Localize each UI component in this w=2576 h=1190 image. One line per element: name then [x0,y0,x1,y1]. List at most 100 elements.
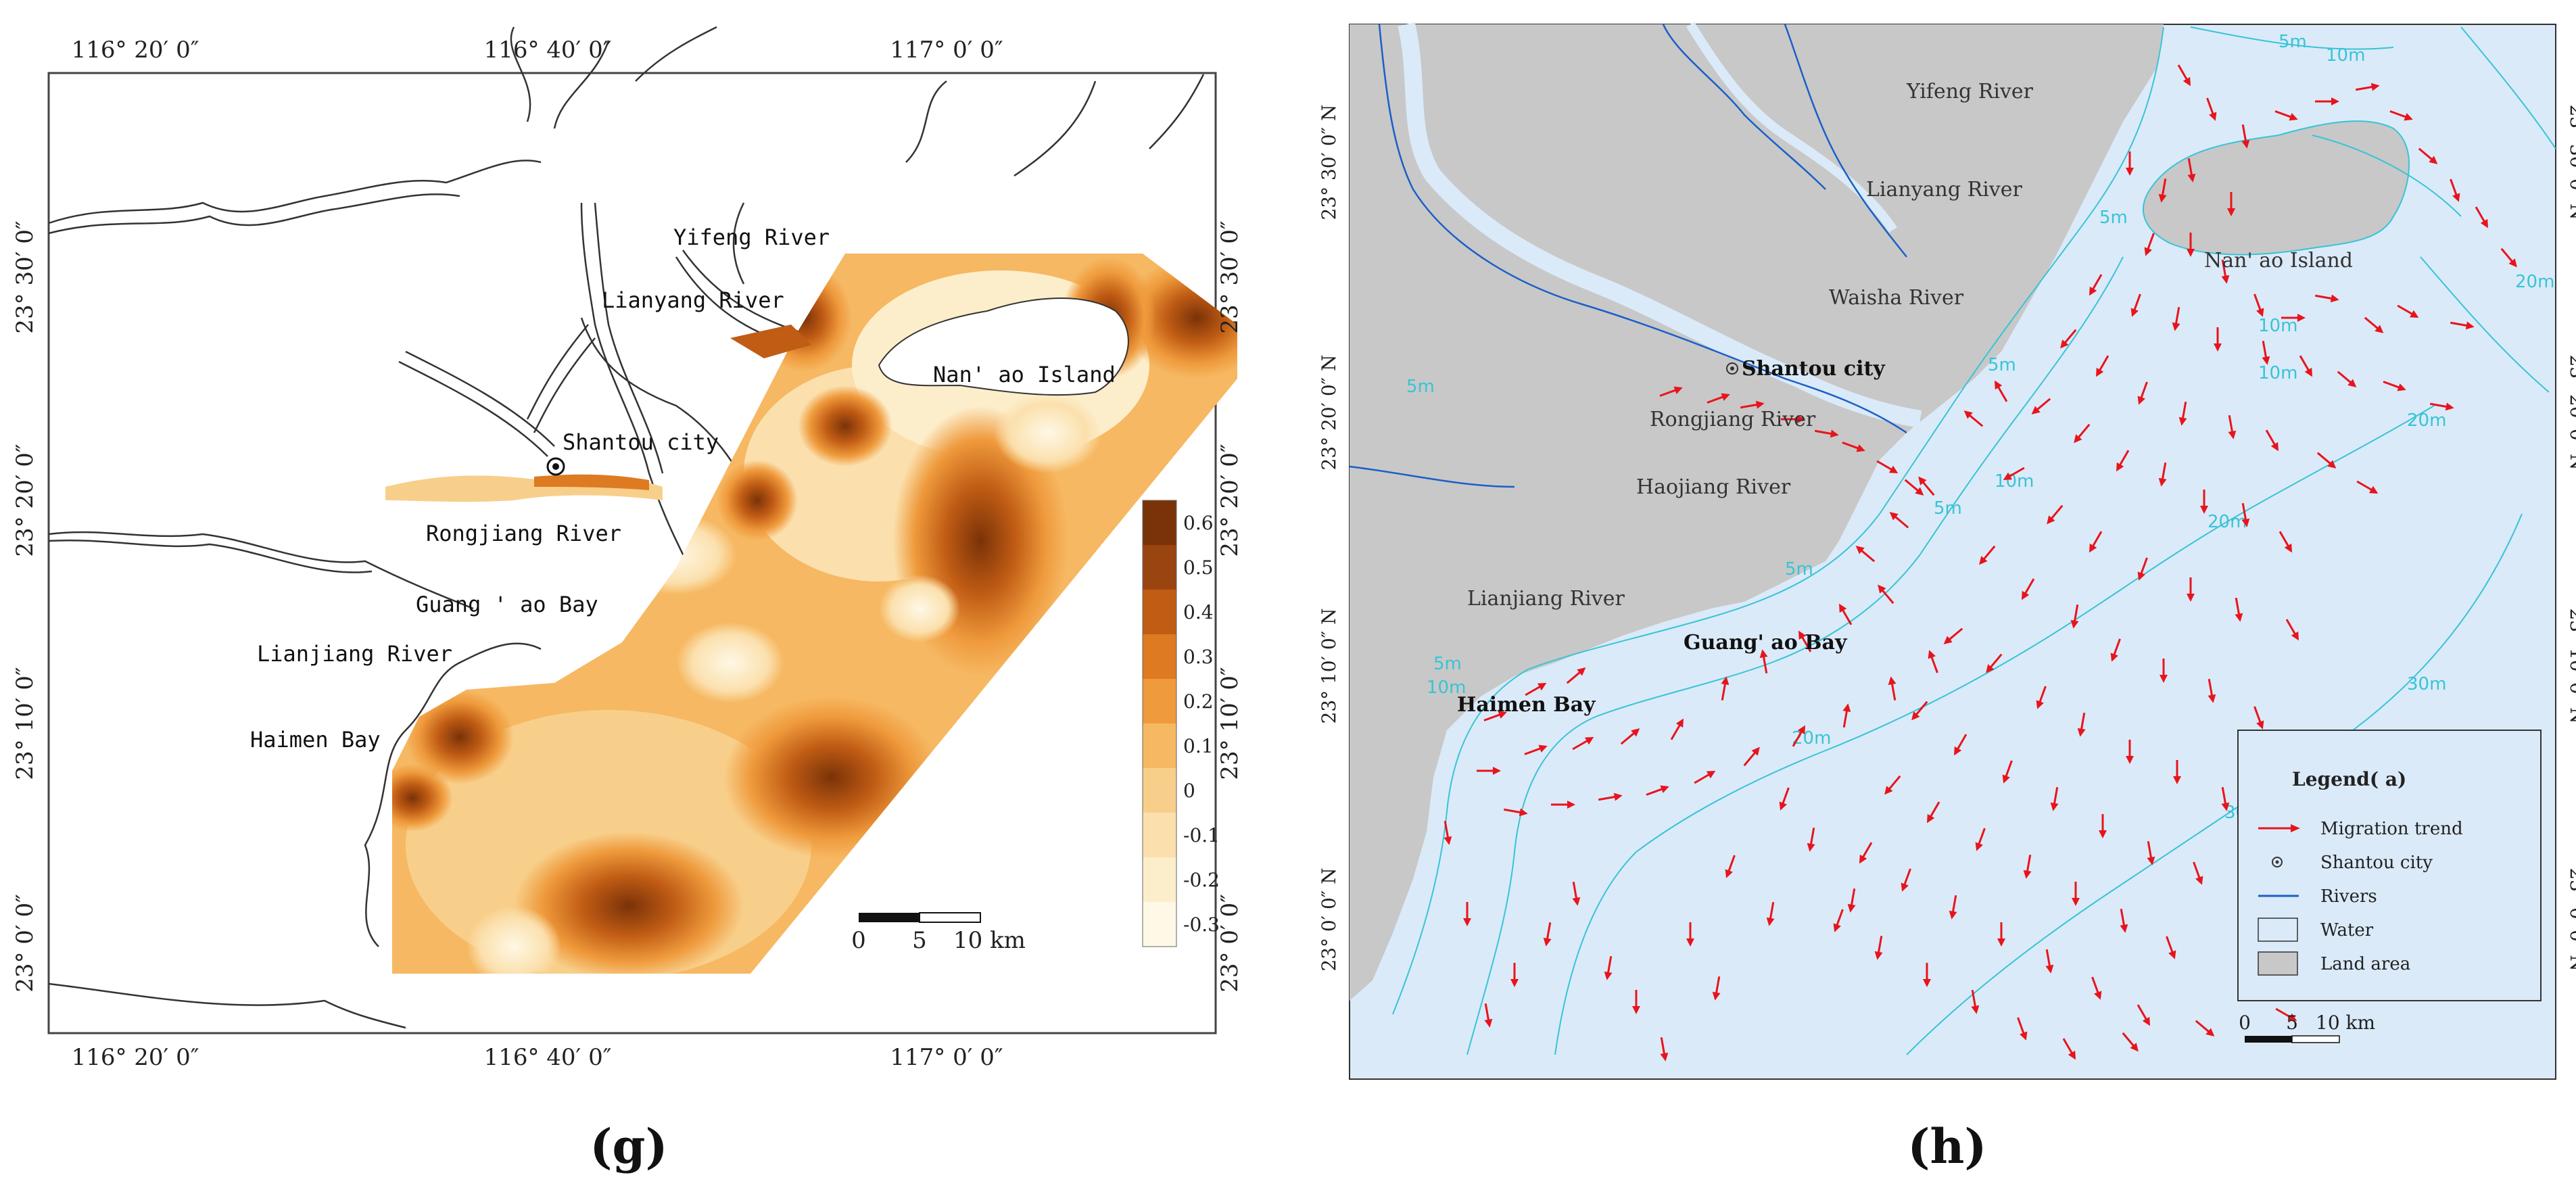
migration-arrow [2022,578,2035,600]
migration-arrow [2227,192,2235,216]
migration-arrow [2195,1020,2215,1037]
nanao-island-land [2143,120,2410,256]
migration-arrow [2110,638,2121,662]
migration-arrow [1620,728,1640,745]
migration-arrow [2356,480,2379,494]
migration-arrow [2355,82,2380,91]
shantou-city-dot [552,463,559,470]
migration-arrow [2275,1007,2297,1021]
migration-arrow [2137,557,2148,581]
depth-contours [1392,26,2556,1055]
scalebar-g: 0 5 10 km [851,912,1026,954]
scalebar-h-label-5: 5 [2286,1012,2298,1034]
shantou-city-dot-h [1730,366,1734,371]
migration-arrow [1707,393,1730,404]
depth-label-20m-a: 20m [2515,272,2554,292]
migration-arrow [2314,294,2339,303]
panel-g-map: Yifeng River Lianyang River Nan' ao Isla… [0,0,1251,1190]
migration-arrow [2337,371,2357,387]
migration-arrow [1686,922,1694,947]
panel-h-map: 5m 5m 5m 5m 5m 5m 5m 10m 10m 10m 10m 10m… [1312,0,2576,1190]
label-guangao-bay-h: Guang' ao Bay [1684,631,1848,654]
migration-arrow [1525,683,1547,696]
migration-arrow [2187,158,2196,183]
colorbar-swatch [1143,634,1176,680]
migration-arrow [1572,737,1594,751]
lat-tick-left-1: 23° 30′ 0″ [11,220,39,333]
migration-arrow [2253,293,2264,317]
migration-arrow [2077,712,2086,737]
migration-arrow [1632,990,1640,1014]
migration-arrow [2089,531,2103,553]
migration-arrow [2500,247,2517,268]
migration-arrow [1979,545,1996,565]
label-rongjiang-river-h: Rongjiang River [1650,408,1816,431]
migration-arrow [1551,801,1575,809]
migration-arrow [2003,467,2025,480]
migration-arrow [2253,706,2264,730]
depth-label-10m-a: 10m [2326,45,2365,66]
label-haimen-bay-h: Haimen Bay [1457,693,1596,717]
migration-arrow [2144,233,2155,256]
legend-box: Legend( a) Migration trend Shantou city … [2237,730,2542,1001]
migration-arrow [2160,659,2168,683]
depth-label-5m-f: 5m [1785,559,1813,579]
migration-arrow [1766,901,1775,926]
migration-arrow [2137,1004,2150,1026]
migration-arrow [2235,597,2243,622]
migration-arrow [1725,855,1736,878]
label-yifeng-river-h: Yifeng River [1906,80,2034,103]
migration-arrow [1781,415,1805,423]
legend-land-swatch [2258,951,2298,976]
migration-arrow [2047,504,2064,525]
migration-arrow [1963,410,1984,427]
label-lianjiang-river: Lianjiang River [257,641,452,667]
scalebar-label-10: 10 km [953,927,1026,954]
lon-tick-top-3: 117° 0′ 0″ [890,37,1003,64]
caption-g: (g) [590,1118,667,1174]
label-nanao-island-h: Nan' ao Island [2204,249,2353,272]
lianyang-estuary-fill [730,325,811,358]
lat-tick-h-left-3: 23° 10′ 0″ N [1318,608,1340,723]
migration-arrow [1792,725,1805,747]
migration-arrow [1943,627,1963,644]
colorbar-tick-label: 0.1 [1183,735,1214,757]
migration-arrow [2062,1038,2076,1060]
migration-arrow [2397,304,2419,318]
migration-arrow [1463,902,1471,926]
migration-arrow [1814,429,1839,438]
migration-arrow [1901,868,1911,892]
migration-arrow [1878,584,1894,604]
migration-arrow [2031,398,2051,414]
scalebar-h-label-10: 10 km [2316,1012,2375,1034]
lat-tick-left-3: 23° 10′ 0″ [11,667,39,780]
depth-label-5m-e: 5m [1934,498,1962,519]
colorbar-tick-label: 0.6 [1183,512,1214,534]
migration-arrow [1503,808,1528,817]
migration-arrow [1484,1003,1493,1028]
colorbar-tick-label: 0 [1183,780,1195,802]
label-lianyang-river-h: Lianyang River [1866,178,2023,201]
migration-arrow [1510,963,1519,987]
depth-label-30m-a: 30m [2407,674,2446,694]
migration-arrow [2206,97,2217,121]
label-lianyang-river: Lianyang River [602,287,784,313]
lianyang-channel [1686,22,1897,233]
colorbar-swatch [1143,679,1176,724]
colorbar-swatch [1143,813,1176,858]
depth-label-5m-b: 5m [2099,208,2128,228]
migration-arrow [1743,746,1760,767]
migration-arrow [2315,97,2339,105]
colorbar-swatch [1143,723,1176,769]
migration-arrow [2200,490,2208,514]
migration-arrow [2228,414,2237,439]
migration-arrow [1949,895,1957,920]
colorbar-swatch [1143,768,1176,813]
lat-tick-h-right-4: 23° 0′ 0″ N [2566,867,2576,971]
lat-tick-right-4: 23° 0′ 0″ [1216,894,1243,993]
migration-arrow [2364,316,2384,333]
migration-arrow [2096,355,2109,377]
scalebar-label-5: 5 [912,927,927,954]
migration-arrow [2418,147,2438,164]
migration-arrow [2383,381,2406,391]
